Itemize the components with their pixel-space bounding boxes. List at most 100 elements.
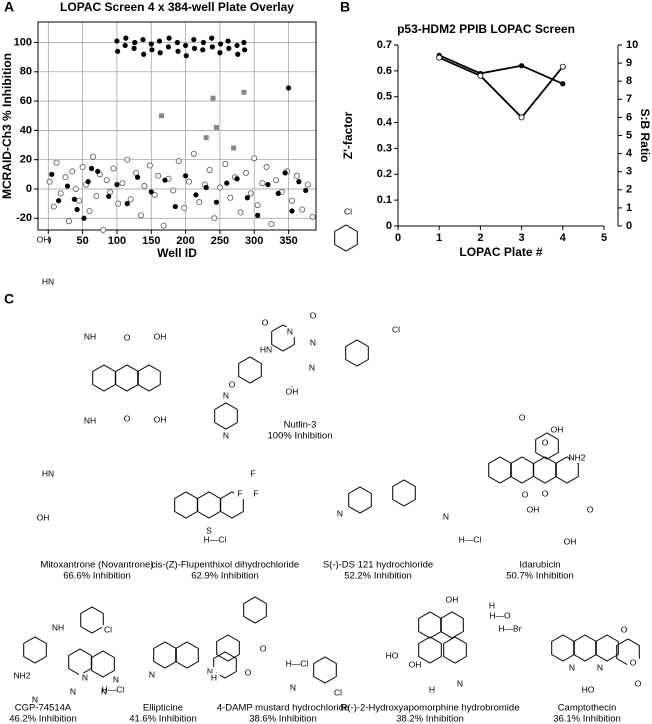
atom-bg (220, 391, 232, 401)
atom-label: OH (37, 234, 50, 244)
point (93, 193, 100, 200)
point (85, 179, 91, 185)
point (273, 177, 280, 184)
y2-tick-label: 5 (626, 129, 632, 141)
atom-bg (260, 345, 272, 355)
point (296, 179, 302, 185)
atom-label: N (337, 508, 343, 518)
point (255, 212, 261, 218)
series-line (438, 56, 564, 119)
point (119, 180, 126, 187)
atom-bg (102, 625, 114, 635)
atom-bg (332, 688, 344, 698)
atom-label: N (113, 674, 119, 684)
point (151, 191, 158, 198)
point (196, 199, 203, 206)
atom-bg (16, 671, 28, 681)
point (231, 145, 237, 151)
atom-bg (291, 659, 303, 669)
point (55, 198, 62, 204)
point (159, 113, 165, 119)
atom-label: O (630, 657, 637, 667)
point (309, 213, 316, 220)
y2-tick-label: 0 (626, 220, 632, 232)
point (162, 177, 168, 183)
plot-frame (37, 21, 317, 231)
atom-label: N (309, 362, 315, 372)
atom-label: NH (84, 331, 96, 341)
compound-inhibition: 36.1% Inhibition (553, 714, 621, 724)
atom-label: N (223, 390, 229, 400)
panel-label: A (4, 0, 14, 15)
point (244, 195, 250, 201)
point (49, 171, 55, 177)
atom-bg (440, 512, 452, 522)
point (211, 215, 218, 222)
point (209, 35, 215, 41)
point (140, 36, 146, 43)
point (288, 197, 295, 204)
point (157, 50, 163, 56)
atom-bg (154, 332, 166, 342)
atom-label: OH (527, 504, 540, 514)
atom-label: F (250, 468, 255, 478)
y2-tick-label: 6 (626, 111, 632, 123)
point (203, 184, 209, 191)
y2-tick-label: 9 (626, 57, 632, 69)
compound-name: cis-(Z)-Flupenthixol dihydrochloride (151, 560, 299, 571)
atom-bg (209, 535, 221, 545)
atom-label: HO (386, 650, 399, 660)
point (95, 168, 101, 175)
atom-label: NH2 (568, 452, 585, 462)
atom-label: O (635, 678, 642, 688)
atom-label: N (597, 662, 603, 672)
point (86, 207, 93, 214)
compound-name: Ellipticine (143, 703, 183, 714)
point (100, 226, 107, 233)
panel-label: C (4, 291, 14, 307)
atom-label: N (82, 672, 88, 682)
compound-inhibition: 38.2% Inhibition (396, 714, 464, 724)
point (57, 190, 64, 197)
y2-axis-label: S:B Ratio (638, 109, 652, 163)
atom-bg (564, 537, 576, 547)
atom-label: NH2 (13, 670, 30, 680)
point (193, 192, 199, 198)
atom-bg (539, 489, 551, 499)
atom-label: N (569, 662, 575, 672)
atom-label: H (211, 672, 217, 682)
point (206, 166, 213, 173)
y-tick-label: 80 (20, 66, 32, 78)
point (203, 135, 209, 141)
y-tick-label: 0.5 (377, 91, 392, 103)
atom-bg (594, 663, 606, 673)
point (103, 177, 110, 184)
atom-bg (426, 685, 438, 695)
point (106, 193, 112, 199)
atom-label: N (223, 430, 229, 440)
point (166, 35, 172, 41)
point (518, 114, 525, 121)
compound-name: Mitoxantrone (Novantrone) (41, 560, 154, 571)
atom-label: HO (582, 684, 595, 694)
atom-bg (121, 414, 133, 424)
ring (91, 650, 115, 678)
point (303, 187, 309, 194)
atom-bg (307, 338, 319, 348)
atom-bg (446, 595, 458, 605)
atom-bg (42, 277, 54, 287)
atom-bg (110, 675, 122, 685)
compound-name: S(-)-DS 121 hydrochloride (323, 560, 433, 571)
point (115, 200, 122, 207)
point (213, 124, 219, 130)
ring (216, 634, 240, 662)
atom-bg (464, 535, 476, 545)
y-tick-label: 0.6 (377, 65, 392, 77)
atom-label: O (519, 412, 526, 422)
chart-title: p53-HDM2 PPIB LOPAC Screen (397, 22, 575, 36)
atom-bg (247, 469, 259, 479)
y-axis-label: MCRAID-Ch3 % Inhibition (0, 53, 14, 199)
atom-bg (494, 611, 506, 621)
y-tick-label: 0 (26, 183, 32, 195)
